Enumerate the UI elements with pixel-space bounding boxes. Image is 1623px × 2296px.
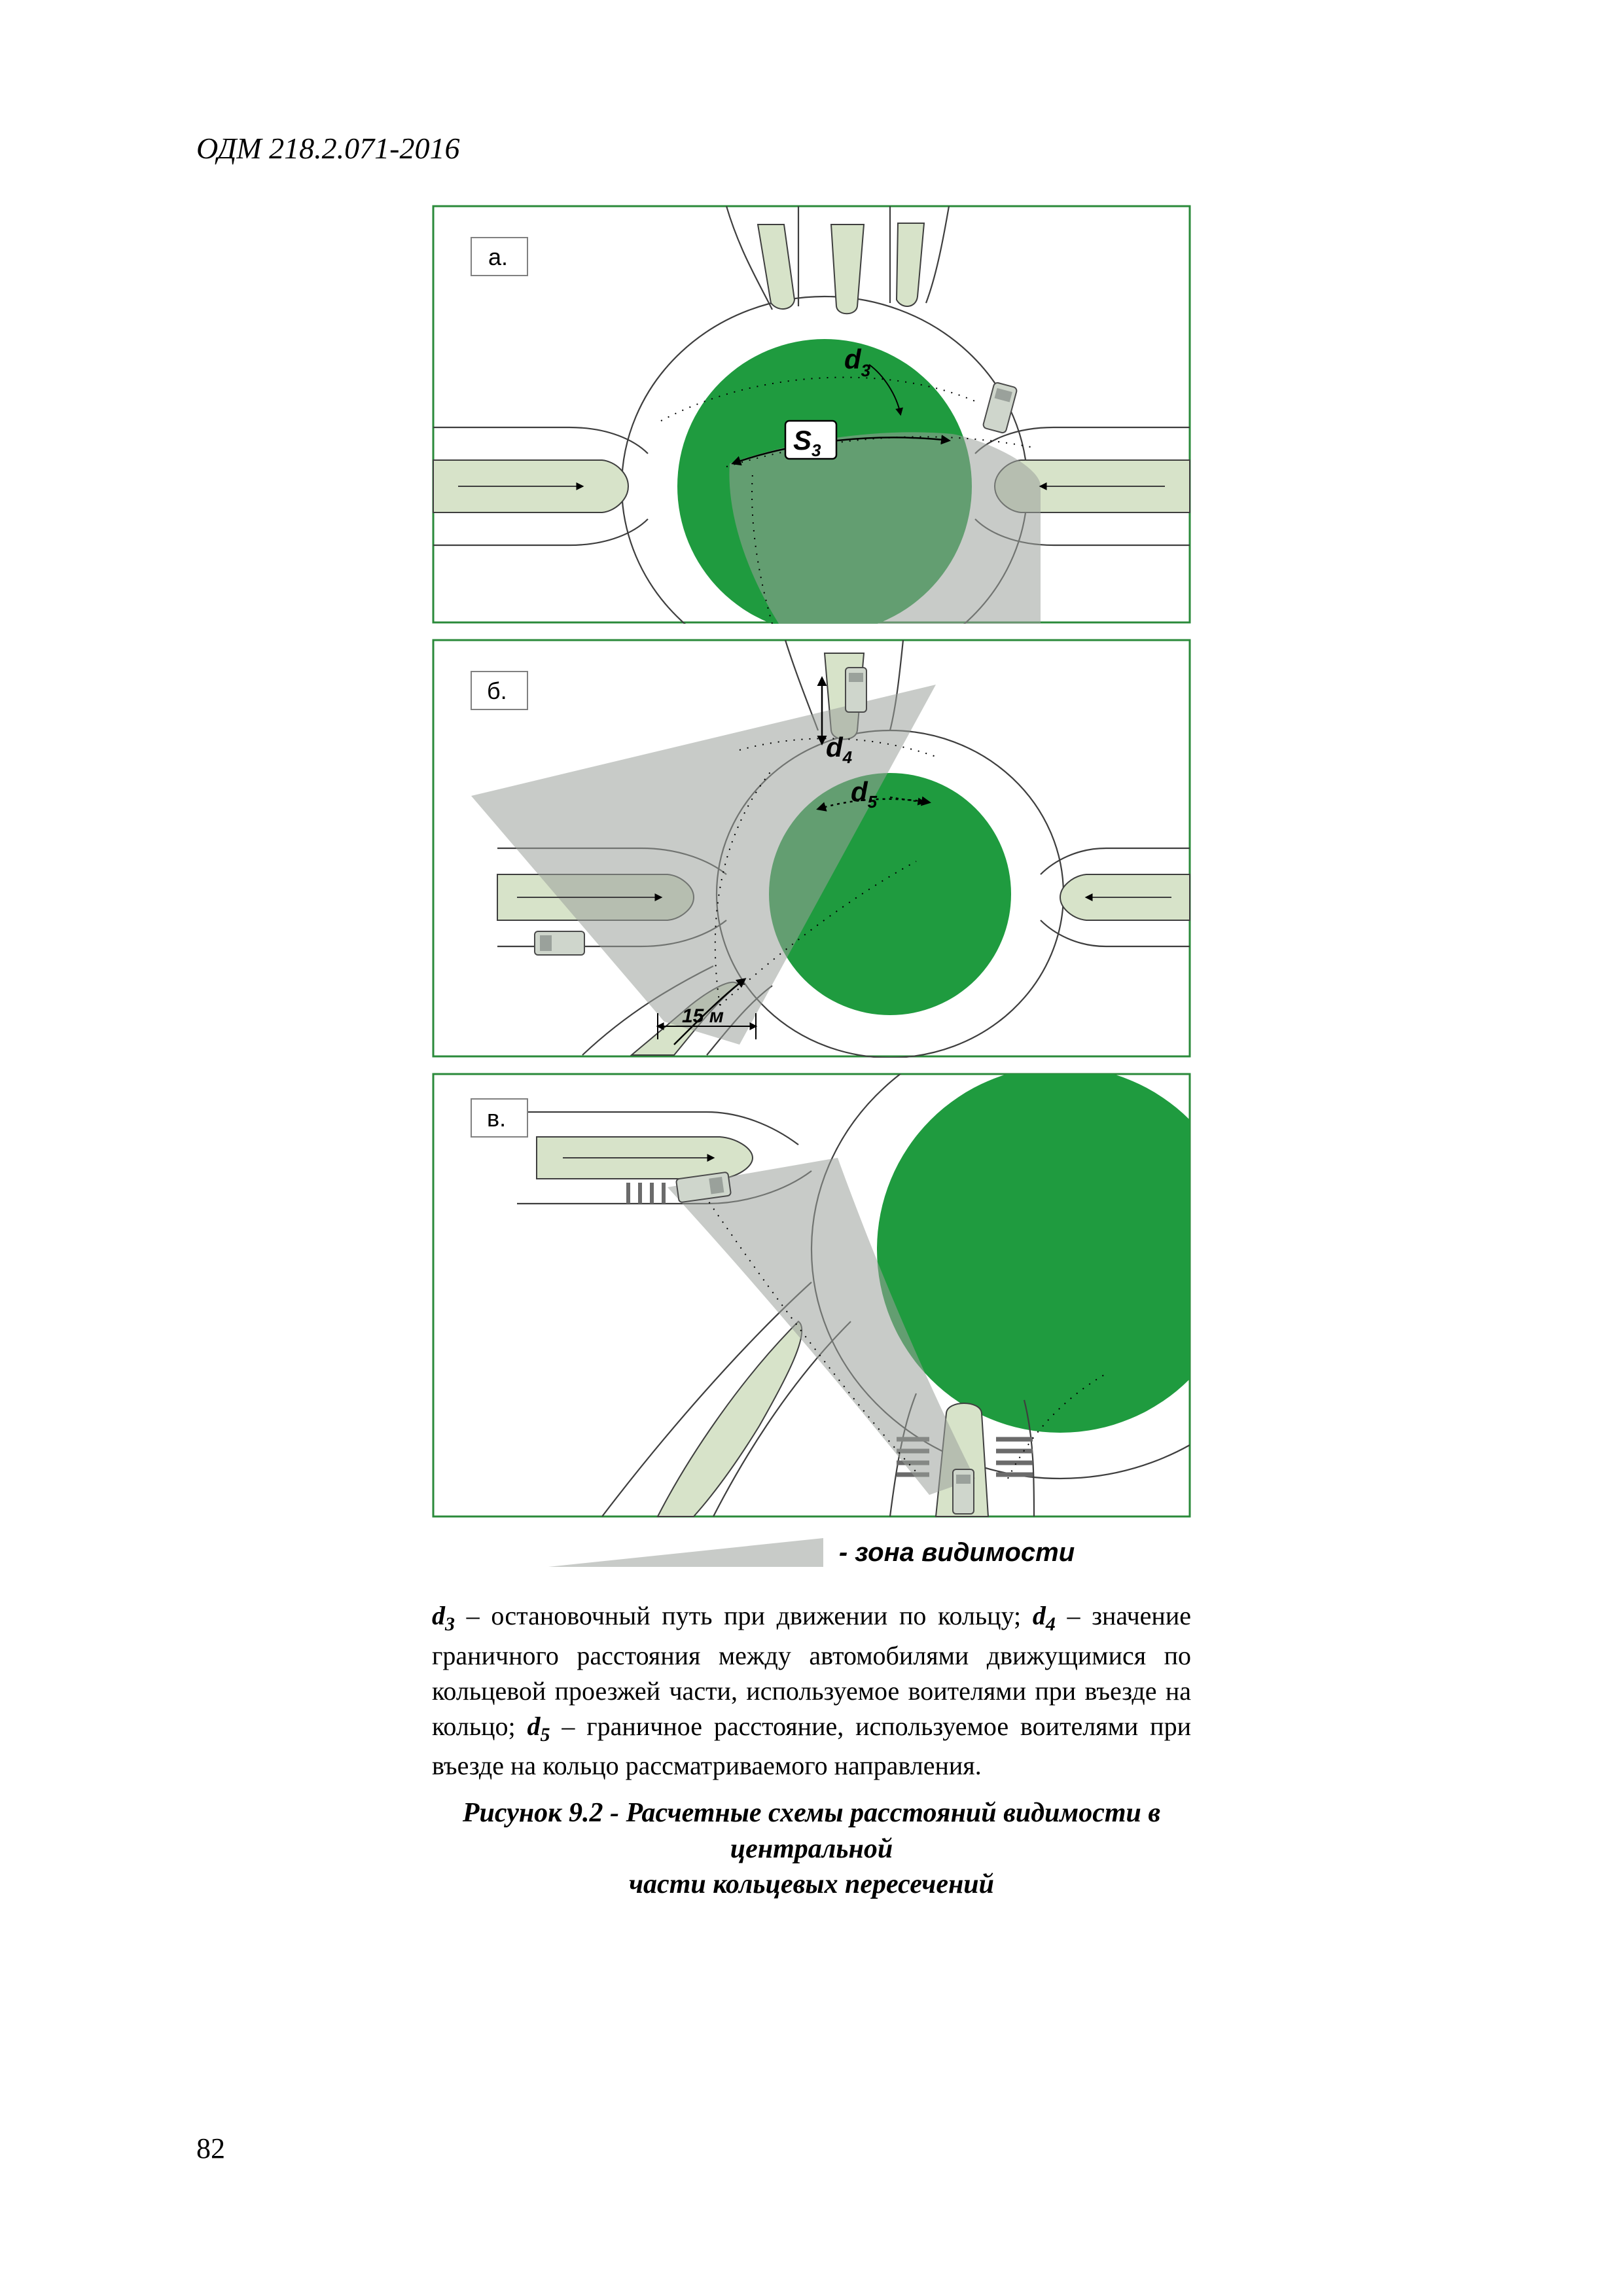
figure-panel-b: d4 d5 15 м б.	[432, 639, 1191, 1061]
figure-title-line1: Рисунок 9.2 - Расчетные схемы расстояний…	[432, 1795, 1191, 1867]
panel-b-d4-letter: d	[826, 732, 844, 762]
caption-d3-sub: 3	[445, 1613, 455, 1635]
legend-wedge-icon	[548, 1533, 823, 1572]
page: ОДМ 218.2.071-2016	[0, 0, 1623, 2296]
panel-a-d3-letter: d	[844, 344, 862, 374]
figure-caption: d3 – остановочный путь при движении по к…	[432, 1598, 1191, 1784]
figure-panel-a: d3 S3 а.	[432, 205, 1191, 627]
caption-d5-letter: d	[527, 1712, 540, 1741]
panel-b-label: б.	[487, 677, 507, 704]
figure-panel-c: в.	[432, 1073, 1191, 1521]
panel-a-svg: d3 S3 а.	[432, 205, 1191, 624]
legend-text: - зона видимости	[839, 1538, 1075, 1568]
panel-c-svg: в.	[432, 1073, 1191, 1518]
panel-b-d5-sub: 5	[868, 792, 878, 812]
legend-row: - зона видимости	[432, 1533, 1191, 1572]
caption-d4-letter: d	[1033, 1601, 1046, 1630]
figure-title: Рисунок 9.2 - Расчетные схемы расстояний…	[432, 1795, 1191, 1903]
panel-a-s3-sub: 3	[812, 440, 821, 460]
panel-b-svg: d4 d5 15 м б.	[432, 639, 1191, 1058]
caption-d5-sub: 5	[540, 1724, 550, 1746]
panel-b-d4-sub: 4	[842, 747, 853, 767]
figure-stack: d3 S3 а.	[432, 205, 1191, 1903]
panel-a-s3-letter: S	[793, 425, 812, 456]
page-number: 82	[196, 2132, 225, 2165]
panel-b-d5-letter: d	[851, 776, 868, 807]
panel-a-label: а.	[488, 243, 508, 270]
caption-d5-text: – граничное расстояние, используемое вои…	[432, 1712, 1191, 1781]
caption-d3-letter: d	[432, 1601, 445, 1630]
figure-title-line2: части кольцевых пересечений	[432, 1867, 1191, 1903]
panel-c-label: в.	[487, 1105, 506, 1132]
panel-a-d3-sub: 3	[861, 361, 871, 380]
running-head: ОДМ 218.2.071-2016	[196, 131, 1427, 166]
caption-d3-text: – остановочный путь при движении по коль…	[455, 1601, 1033, 1630]
caption-d4-sub: 4	[1046, 1613, 1056, 1635]
